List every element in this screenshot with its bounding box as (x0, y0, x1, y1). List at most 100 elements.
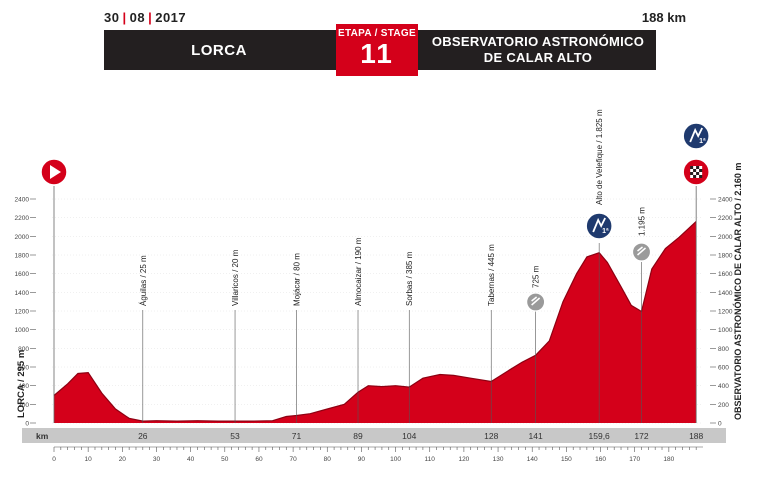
km-bar-value: 172 (634, 431, 648, 441)
waypoint-label: Villaricos / 20 m (231, 249, 240, 306)
x-tick-label: 10 (85, 456, 93, 463)
y-tick-label-right: 0 (718, 421, 722, 428)
waypoint-label: Alto de Velefique / 1.825 m (595, 109, 604, 205)
finish-flag-cell (699, 166, 703, 169)
finish-flag-cell (696, 169, 700, 172)
y-tick-label-right: 1200 (718, 309, 733, 316)
finish-flag-cell (690, 175, 694, 178)
climb-icon-mountain (592, 217, 606, 233)
x-tick-label: 50 (221, 456, 229, 463)
stage-distance: 188 km (641, 10, 686, 25)
y-tick-label-right: 2400 (718, 197, 733, 204)
km-bar-value: 159,6 (589, 431, 611, 441)
x-tick-label: 40 (187, 456, 195, 463)
y-tick-label-left: 2200 (15, 215, 30, 222)
x-tick-label: 140 (527, 456, 538, 463)
stage-number-box: ETAPA / STAGE 11 (336, 24, 418, 76)
elevation-line (53, 220, 697, 422)
stage-number: 11 (360, 38, 394, 69)
x-tick-label: 110 (425, 456, 436, 463)
km-bar (22, 428, 726, 443)
y-tick-label-left: 1000 (15, 327, 30, 334)
finish-flag-cell (699, 169, 703, 172)
date-separator: | (122, 10, 127, 25)
finish-flag-cell (690, 172, 694, 175)
km-bar-value: 26 (138, 431, 148, 441)
waypoint-label: Tabernas / 445 m (487, 244, 496, 306)
waypoint-label: Mojácar / 80 m (293, 253, 302, 306)
y-tick-label-right: 200 (718, 402, 729, 409)
x-tick-label: 170 (629, 456, 640, 463)
y-tick-label-right: 1800 (718, 253, 733, 260)
sprint-icon-glyph (531, 296, 541, 306)
y-tick-label-right: 2200 (718, 215, 733, 222)
waypoint-label: Almocaizar / 190 m (354, 237, 363, 306)
x-tick-label: 30 (153, 456, 161, 463)
sprint-icon (631, 242, 652, 262)
x-tick-label: 70 (289, 456, 297, 463)
y-tick-label-left: 1400 (15, 290, 30, 297)
y-tick-label-right: 2000 (718, 234, 733, 241)
finish-name: OBSERVATORIO ASTRONÓMICO DE CALAR ALTO (420, 30, 656, 70)
y-tick-label-right: 400 (718, 383, 729, 390)
x-tick-label: 60 (255, 456, 263, 463)
finish-flag-cell (693, 169, 697, 172)
x-tick-label: 150 (561, 456, 572, 463)
x-tick-label: 100 (390, 456, 401, 463)
date-year: 2017 (155, 10, 187, 25)
y-tick-label-right: 800 (718, 346, 729, 353)
finish-climb-mountain (689, 127, 703, 143)
y-tick-label-left: 1600 (15, 271, 30, 278)
stage-label: ETAPA / STAGE (338, 28, 416, 39)
finish-flag-cell (693, 175, 697, 178)
waypoint-label: 725 m (532, 265, 541, 288)
finish-climb-circle (682, 122, 710, 150)
km-bar-value: 89 (353, 431, 363, 441)
y-tick-label-left: 1200 (15, 309, 30, 316)
stage-date: 30 | 08 | 2017 (104, 10, 186, 25)
start-icon-arrow (50, 165, 61, 179)
start-label: LORCA / 295 m (16, 350, 27, 418)
y-tick-label-left: 2000 (15, 234, 30, 241)
finish-flag-cell (699, 172, 703, 175)
y-tick-label-right: 1400 (718, 290, 733, 297)
x-tick-label: 160 (595, 456, 606, 463)
sprint-icon-glyph (637, 246, 647, 256)
km-bar-value: 104 (402, 431, 416, 441)
finish-flag-cell (693, 172, 697, 175)
date-separator: | (148, 10, 153, 25)
x-tick-label: 130 (493, 456, 504, 463)
start-icon (40, 158, 68, 186)
finish-flag-cell (696, 172, 700, 175)
km-bar-value: 53 (230, 431, 240, 441)
finish-label: OBSERVATORIO ASTRONÓMICO DE CALAR ALTO /… (732, 163, 743, 420)
finish-flag-cell (696, 175, 700, 178)
finish-name-line1: OBSERVATORIO ASTRONÓMICO (431, 34, 645, 49)
waypoint-label: Sorbas / 385 m (405, 251, 414, 306)
finish-flag-cell (699, 175, 703, 178)
climb-category-label: 1ª (602, 228, 609, 235)
y-tick-label-right: 1000 (718, 327, 733, 334)
km-bar-value: 141 (529, 431, 543, 441)
y-tick-label-left: 800 (18, 346, 29, 353)
elevation-area (54, 221, 697, 423)
km-bar-value: 128 (484, 431, 498, 441)
sprint-icon (526, 292, 546, 312)
y-tick-label-right: 600 (718, 365, 729, 372)
km-bar-value: 188 (689, 431, 703, 441)
waypoint-label: 1.195 m (638, 207, 647, 236)
finish-category-label: 1ª (699, 138, 706, 145)
y-tick-label-left: 600 (18, 365, 29, 372)
x-tick-label: 180 (663, 456, 674, 463)
finish-flag-icon (682, 158, 710, 186)
finish-name-line2: DE CALAR ALTO (483, 50, 593, 65)
y-tick-label-left: 1800 (15, 253, 30, 260)
x-tick-label: 80 (324, 456, 332, 463)
finish-flag-cell (696, 166, 700, 169)
finish-flag-cell (690, 169, 694, 172)
start-city: LORCA (191, 41, 247, 59)
y-tick-label-left: 0 (25, 421, 29, 428)
y-tick-label-left: 200 (18, 402, 29, 409)
finish-climb-icon: 1ª (682, 122, 710, 150)
climb-category-icon: 1ª (585, 212, 613, 240)
